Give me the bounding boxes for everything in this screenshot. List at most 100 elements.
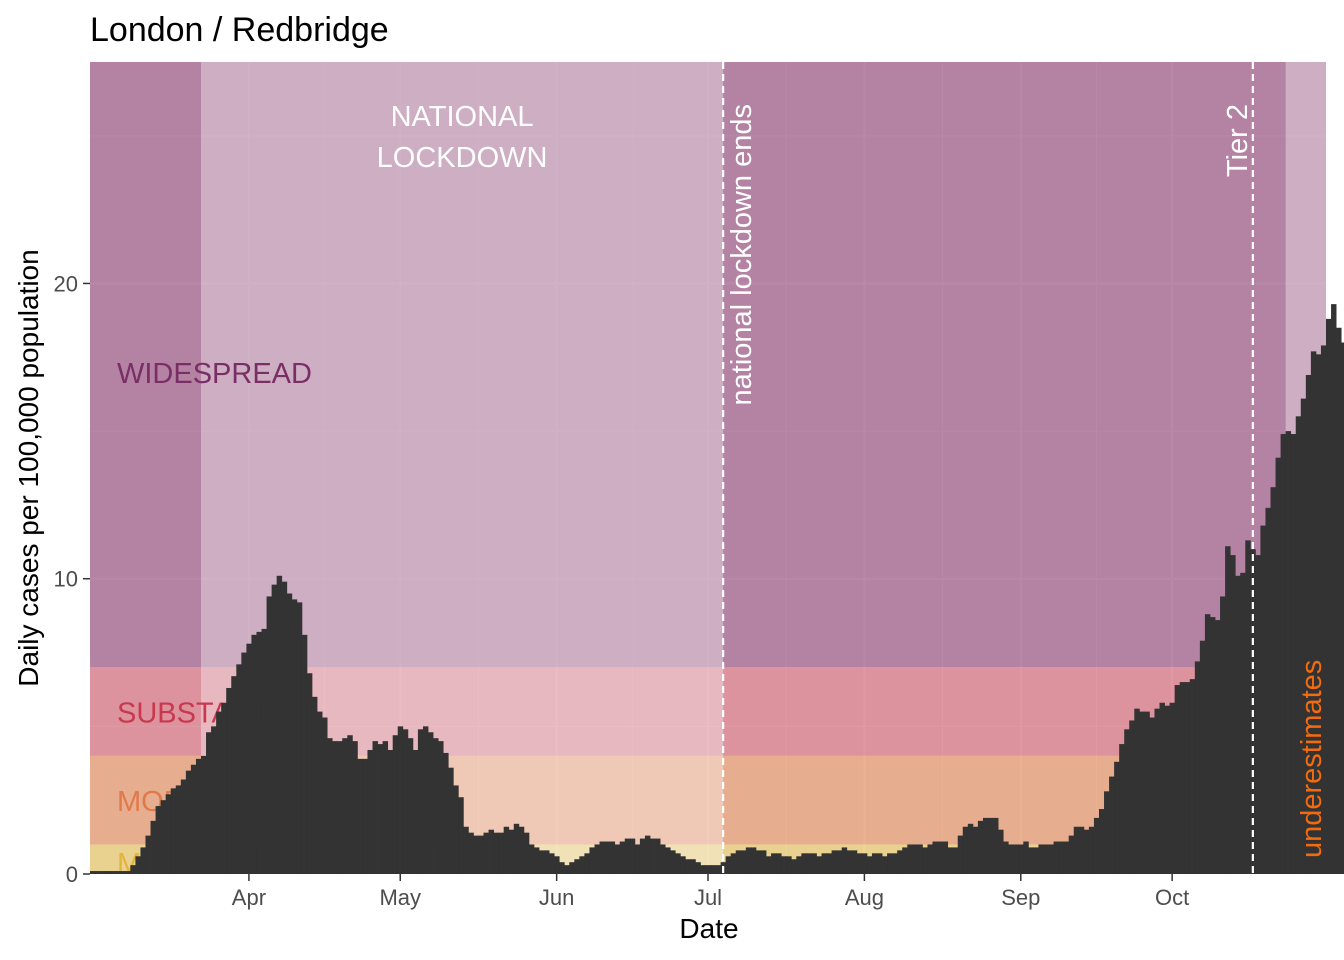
bar (574, 859, 580, 874)
bar (1336, 327, 1342, 874)
bar (513, 823, 520, 874)
bar (1159, 702, 1165, 874)
bar (927, 844, 933, 874)
bar (231, 676, 237, 874)
bar (1255, 555, 1261, 874)
bar (1204, 614, 1211, 874)
bar (882, 856, 888, 874)
bar (821, 853, 827, 874)
bar (1235, 575, 1241, 874)
x-tick-label: Jul (694, 885, 722, 910)
bar (1134, 708, 1140, 874)
bar (125, 871, 131, 874)
bar (256, 631, 262, 874)
bar (140, 847, 146, 874)
bar (1124, 729, 1130, 874)
bar (998, 829, 1004, 874)
bar (518, 826, 525, 874)
bar (347, 735, 353, 874)
bar (261, 628, 267, 874)
bar (1018, 844, 1024, 874)
bar (892, 853, 898, 874)
bar (856, 853, 863, 874)
bar (1063, 841, 1070, 874)
bar (1144, 711, 1150, 874)
bar (1199, 640, 1206, 874)
bar (216, 711, 222, 874)
band-label-widespread: WIDESPREAD (117, 358, 312, 390)
bar (1139, 711, 1145, 874)
bar (1230, 555, 1236, 874)
bar (604, 841, 611, 874)
bar (185, 770, 192, 874)
bar (322, 717, 328, 874)
bar (508, 829, 515, 874)
bar (438, 741, 444, 874)
bar (1073, 826, 1080, 874)
bar (387, 749, 394, 874)
label-spacer (201, 354, 331, 390)
bar (150, 820, 156, 874)
bar (1270, 487, 1276, 874)
x-tick-label: Jun (539, 885, 574, 910)
bar (306, 673, 313, 874)
bar (110, 871, 116, 874)
bar (266, 596, 273, 874)
bar (1310, 351, 1317, 874)
bar (367, 749, 373, 874)
bar (634, 844, 641, 874)
bar (796, 856, 802, 874)
bar (200, 755, 207, 874)
bar (1280, 434, 1287, 874)
bar (105, 871, 111, 874)
bar (791, 859, 797, 874)
bar (730, 853, 737, 874)
plot-area: WIDESPREADSUBSTANTIALMODERATEMINIMALnati… (54, 62, 1344, 910)
bar (301, 634, 308, 874)
bar (937, 841, 943, 874)
bar (382, 741, 389, 874)
bar (624, 838, 631, 874)
bar (982, 817, 989, 874)
bar (1023, 841, 1029, 874)
bar (1290, 434, 1297, 874)
bar (776, 853, 782, 874)
bar (1275, 457, 1281, 874)
bar (100, 871, 106, 874)
y-axis-title: Daily cases per 100,000 population (13, 249, 44, 686)
bar (1078, 826, 1085, 874)
bar (766, 856, 772, 874)
bar (1220, 596, 1226, 874)
bar (589, 847, 595, 874)
bar (559, 862, 565, 874)
bar (917, 844, 923, 874)
bar (846, 850, 853, 874)
bar (311, 696, 318, 874)
bar (871, 853, 878, 874)
bar (488, 829, 494, 874)
bar (599, 841, 605, 874)
bar (1189, 679, 1196, 874)
x-tick-label: Sep (1001, 885, 1040, 910)
bar (428, 732, 434, 874)
bar (296, 602, 303, 874)
bar (554, 856, 560, 874)
bar (190, 764, 197, 874)
bar (473, 835, 479, 874)
chart-title: London / Redbridge (90, 11, 389, 49)
bar (942, 841, 949, 874)
bar (1260, 525, 1266, 874)
event-label-lockdown-ends: national lockdown ends (726, 104, 758, 405)
bar (483, 832, 489, 874)
bar (972, 826, 979, 874)
bar (160, 800, 167, 874)
bar (705, 865, 711, 874)
bar (861, 853, 868, 874)
bar (402, 729, 409, 874)
y-tick-label: 10 (54, 567, 78, 592)
bar (579, 856, 585, 874)
bar (180, 779, 187, 874)
bar (286, 593, 293, 874)
bar (195, 758, 202, 874)
